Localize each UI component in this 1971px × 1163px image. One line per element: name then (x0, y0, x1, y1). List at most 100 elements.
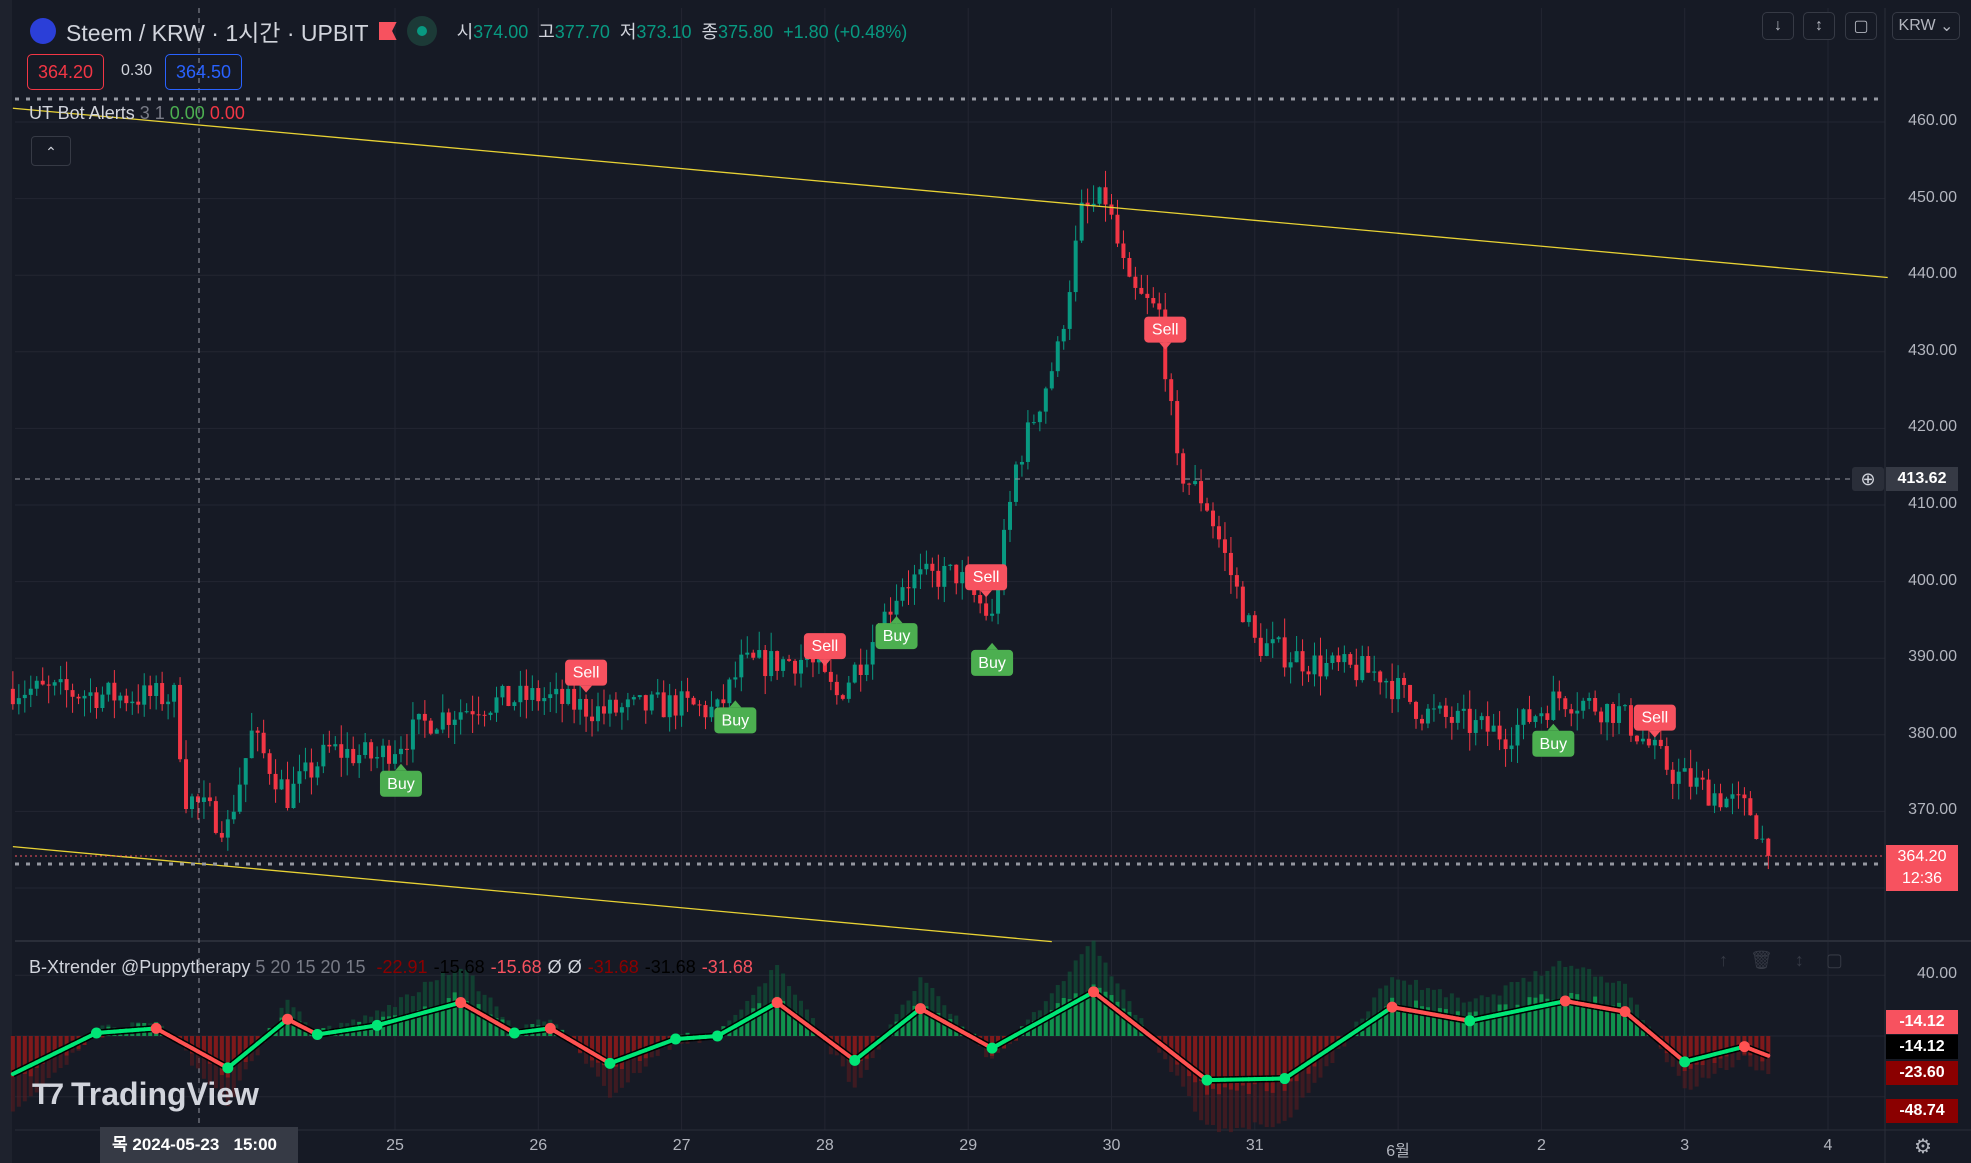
histogram-bar (1384, 1006, 1389, 1036)
histogram-bar (482, 1013, 487, 1036)
histogram-bar (906, 1014, 911, 1036)
candle-body (1270, 639, 1275, 644)
candle-body (870, 642, 875, 665)
histogram-bar (506, 1034, 511, 1036)
candle-body (685, 691, 690, 698)
bxtrender-legend[interactable]: B-Xtrender @Puppytherapy 5 20 15 20 15 -… (29, 957, 753, 977)
collapse-icon[interactable]: ↕ (1794, 950, 1804, 970)
candle-body (207, 797, 212, 802)
candle-body (566, 688, 571, 704)
chart-settings-gear-icon[interactable]: ⚙ (1914, 1136, 1932, 1158)
turn-point-dot (311, 1028, 323, 1040)
candle-body (1419, 718, 1424, 724)
flag-icon[interactable] (378, 22, 397, 40)
candle-body (1031, 422, 1036, 424)
histogram-bar (1545, 998, 1550, 1036)
histogram-bar (1049, 1009, 1054, 1036)
histogram-bar (1724, 1036, 1729, 1057)
collapse-pane-button[interactable]: ↕ (1803, 12, 1835, 40)
candle-body (52, 682, 57, 686)
candle-body (1652, 739, 1657, 746)
candle-body (1055, 341, 1060, 372)
candle-body (607, 699, 612, 714)
candle-body (1754, 815, 1759, 840)
candle-body (1676, 771, 1681, 784)
buy-price-button[interactable]: 364.50 (165, 54, 243, 90)
candle-body (739, 654, 744, 678)
histogram-bar (1091, 984, 1096, 1036)
scroll-down-button[interactable]: ↓ (1762, 12, 1794, 40)
histogram-bar (1282, 1036, 1287, 1091)
price-axis-label: 380.00 (1908, 724, 1957, 742)
histogram-bar (649, 1036, 654, 1047)
candle-body (201, 797, 206, 802)
candle-body (751, 652, 756, 658)
histogram-bar (22, 1036, 27, 1074)
maximize-pane-button[interactable]: ▢ (1845, 12, 1877, 40)
candle-body (613, 699, 618, 713)
histogram-bar (1216, 1036, 1221, 1095)
candle-body (428, 720, 433, 734)
sell-price-button[interactable]: 364.20 (27, 54, 105, 90)
turn-point-dot (914, 1003, 926, 1015)
candle-body (100, 694, 105, 709)
turn-point-dot (371, 1019, 383, 1031)
histogram-bar (1103, 991, 1108, 1036)
candle-body (542, 698, 547, 702)
currency-dropdown[interactable]: KRW ⌄ (1892, 12, 1960, 40)
market-status-icon (406, 16, 437, 46)
collapse-legend-button[interactable]: ⌃ (31, 136, 71, 166)
histogram-bar (1605, 1006, 1610, 1036)
histogram-bar (1515, 1004, 1520, 1036)
candle-body (106, 682, 111, 695)
candle-body (828, 671, 833, 682)
symbol-title[interactable]: Steem / KRW · 1시간 · UPBIT (66, 20, 369, 46)
candle-body (1354, 664, 1359, 681)
candle-body (1449, 716, 1454, 723)
candle-body (273, 773, 278, 790)
move-up-icon[interactable]: ↑ (1719, 950, 1728, 970)
candle-body (625, 699, 630, 708)
candle-body (1348, 654, 1353, 665)
candle-body (984, 603, 989, 616)
histogram-bar (1712, 1036, 1717, 1063)
candle-body (1575, 710, 1580, 714)
histogram-bar (1163, 1036, 1168, 1049)
trash-icon[interactable]: 🗑 (1750, 950, 1773, 970)
crosshair-price-label: 413.62 (1886, 467, 1958, 491)
histogram-bar (393, 1015, 397, 1036)
histogram-bar (488, 1014, 493, 1036)
candle-body (16, 698, 21, 705)
turn-point-dot (986, 1042, 998, 1054)
candle-body (1605, 703, 1610, 723)
histogram-bar (1455, 1011, 1460, 1036)
candle-body (1628, 705, 1633, 736)
maximize-icon[interactable]: ▢ (1825, 950, 1843, 970)
candle-body (1145, 293, 1150, 298)
candle-body (1342, 654, 1347, 663)
candle-body (1211, 510, 1216, 527)
histogram-bar (996, 1036, 1001, 1043)
ut-bot-legend[interactable]: UT Bot Alerts 3 1 0.00 0.00 (29, 103, 245, 123)
candle-body (1545, 713, 1550, 720)
histogram-bar (1587, 1002, 1592, 1036)
turn-point-dot (222, 1062, 234, 1074)
histogram-bar (852, 1036, 857, 1060)
candle-body (769, 651, 774, 677)
candle-body (643, 695, 648, 711)
candle-body (1222, 539, 1227, 553)
histogram-bar (1085, 991, 1090, 1036)
candle-body (775, 651, 780, 671)
turn-point-dot (508, 1027, 520, 1039)
add-alert-plus-icon[interactable]: ⊕ (1852, 467, 1884, 491)
histogram-bar (619, 1036, 624, 1070)
candle-body (1007, 501, 1012, 530)
turn-point-dot (849, 1054, 861, 1066)
candle-body (1694, 777, 1699, 787)
histogram-bar (1115, 1001, 1120, 1036)
signal-text: Sell (1152, 322, 1179, 339)
candle-body (160, 683, 165, 705)
histogram-bar (446, 998, 451, 1036)
tradingview-watermark: T7 TradingView (32, 1076, 259, 1112)
